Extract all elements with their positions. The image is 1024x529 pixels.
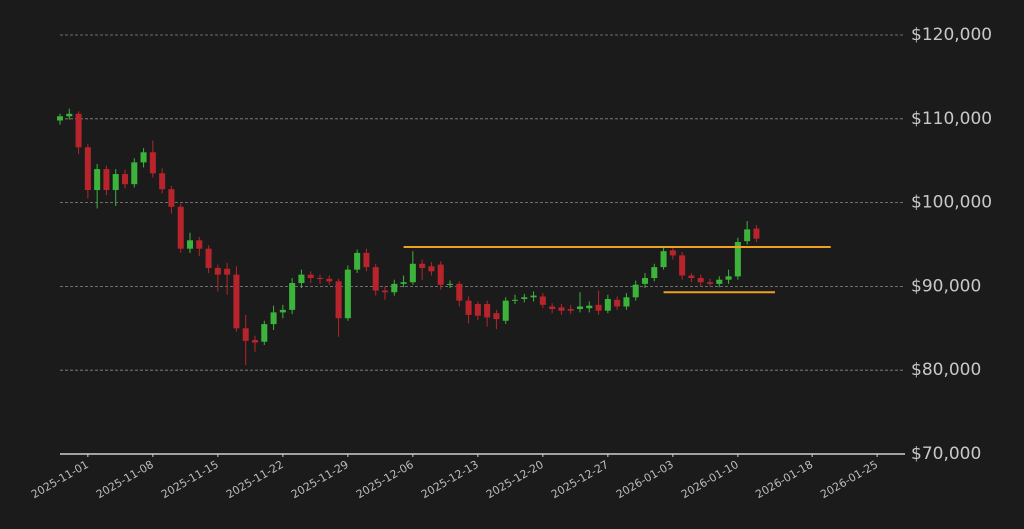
candle-body [511, 299, 519, 301]
candle-body [734, 241, 741, 277]
x-tick-label: 2025-12-06 [354, 458, 416, 501]
candle-body [521, 297, 528, 299]
candle-body [75, 113, 82, 148]
candle-body [131, 162, 138, 185]
x-tick-label: 2025-11-01 [29, 458, 91, 501]
x-tick-label: 2026-01-10 [679, 458, 741, 501]
x-tick-label: 2025-11-22 [224, 458, 286, 501]
candle-body [400, 282, 407, 284]
candle-body [261, 324, 268, 342]
candle-body [307, 274, 314, 279]
x-tick-label: 2025-12-13 [419, 458, 481, 501]
candle-body [502, 300, 509, 321]
candle-body [539, 296, 546, 305]
x-tick-label: 2025-11-08 [94, 458, 156, 501]
candle-body [679, 255, 686, 276]
candle-body [149, 152, 156, 174]
y-tick-label: $100,000 [911, 193, 992, 213]
candle-body [233, 274, 240, 329]
candle-body [697, 278, 704, 283]
candle-body [140, 152, 147, 163]
candle-body [381, 290, 389, 293]
x-tick-label: 2025-11-15 [159, 458, 221, 501]
candle-body [446, 283, 454, 285]
candle-body [493, 313, 500, 320]
candle-body [744, 229, 751, 242]
candle-body [567, 309, 574, 311]
candle-body [270, 312, 277, 325]
candle-body [437, 264, 444, 285]
candle-body [558, 307, 565, 311]
candle-body [641, 278, 649, 284]
x-tick-label: 2025-11-29 [289, 458, 351, 501]
candle-body [595, 304, 602, 311]
candle-body [56, 116, 64, 121]
candle-body [456, 283, 463, 301]
candle-body [224, 268, 231, 275]
candle-body [66, 113, 73, 117]
candle-body [623, 297, 630, 307]
candle-body [474, 303, 481, 316]
candle-body [214, 267, 221, 275]
candle-body [484, 303, 491, 318]
y-tick-label: $110,000 [911, 109, 992, 129]
candle-body [186, 240, 194, 249]
candle-body [335, 281, 342, 319]
candle-body [465, 300, 472, 315]
candle-body [196, 240, 203, 249]
candle-body [716, 279, 723, 284]
candle-body [372, 267, 379, 291]
y-tick-label: $90,000 [911, 276, 981, 296]
candle-body [159, 173, 166, 190]
candle-body [326, 278, 333, 282]
x-tick-label: 2025-12-20 [484, 458, 546, 501]
candle-body [344, 269, 351, 319]
x-tick-label: 2025-12-27 [549, 458, 611, 501]
candle-body [632, 284, 639, 298]
candle-body [121, 174, 129, 185]
candle-body [586, 305, 593, 309]
candle-body [177, 206, 184, 249]
candle-body [298, 274, 305, 284]
candle-body [688, 275, 695, 279]
candle-body [363, 252, 370, 268]
candle-body [289, 283, 296, 310]
candle-body [391, 283, 398, 293]
y-tick-label: $70,000 [911, 444, 981, 464]
x-tick-label: 2026-01-18 [753, 458, 815, 501]
candle-body [242, 328, 249, 341]
candle-body [706, 282, 714, 284]
candle-body [84, 147, 91, 191]
candle-body [660, 251, 667, 268]
candle-body [94, 169, 101, 191]
candle-body [428, 266, 435, 272]
candle-body [251, 340, 259, 343]
candle-body [112, 174, 119, 191]
candle-body [205, 248, 212, 268]
y-tick-label: $80,000 [911, 360, 981, 380]
candle-body [725, 276, 732, 280]
candle-body [669, 250, 676, 256]
y-tick-label: $120,000 [911, 25, 992, 45]
candle-body [753, 228, 760, 239]
x-tick-label: 2026-01-25 [818, 458, 880, 501]
candle-body [576, 306, 584, 310]
candle-body [279, 309, 286, 313]
candle-body [409, 263, 416, 283]
candle-body [604, 298, 611, 311]
candle-body [103, 169, 110, 191]
candle-body [530, 295, 537, 298]
candle-body [419, 263, 426, 268]
candle-body [549, 306, 556, 310]
candle-body [651, 267, 658, 279]
candle-body [168, 189, 175, 207]
candle-body [316, 278, 324, 280]
x-tick-label: 2026-01-03 [614, 458, 676, 501]
candle-body [614, 299, 621, 307]
candle-body [354, 252, 361, 270]
